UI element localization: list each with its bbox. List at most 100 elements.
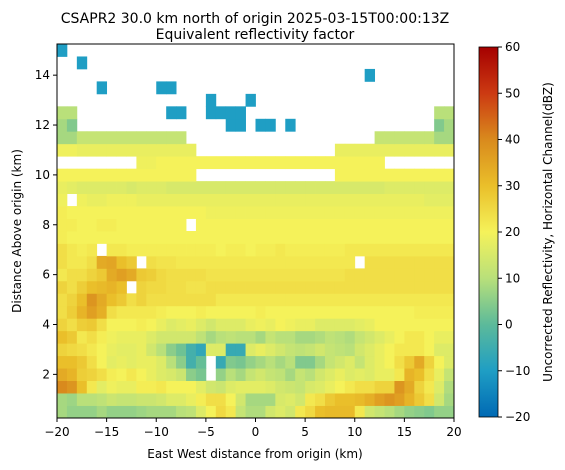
heatmap-cell — [235, 380, 246, 394]
x-tick-label: 15 — [397, 425, 412, 439]
heatmap-cell — [305, 193, 316, 207]
heatmap-cell — [444, 268, 455, 282]
heatmap-cell — [364, 68, 376, 82]
heatmap-cell — [265, 405, 276, 419]
heatmap-cell — [394, 143, 405, 157]
heatmap-cell — [96, 193, 108, 207]
heatmap-cell — [57, 168, 68, 182]
heatmap-cell — [394, 343, 405, 357]
heatmap-cell — [66, 143, 78, 157]
heatmap-cell — [205, 293, 217, 307]
heatmap-cell — [305, 355, 316, 369]
heatmap-cell — [344, 405, 356, 419]
heatmap-cell — [275, 330, 286, 344]
heatmap-cell — [126, 206, 137, 219]
heatmap-cell — [136, 343, 147, 357]
heatmap-cell — [76, 405, 88, 419]
heatmap-cell — [116, 293, 127, 307]
heatmap-cell — [295, 293, 306, 307]
heatmap-cell — [146, 330, 157, 344]
heatmap-cell — [414, 380, 425, 394]
heatmap-cell — [444, 393, 455, 406]
heatmap-cell — [374, 280, 385, 294]
heatmap-cell — [136, 305, 147, 319]
heatmap-cell — [315, 218, 326, 232]
heatmap-cell — [195, 206, 207, 219]
heatmap-cell — [176, 143, 187, 157]
heatmap-cell — [86, 330, 98, 344]
heatmap-cell — [156, 393, 167, 406]
heatmap-cell — [444, 380, 455, 394]
heatmap-cell — [66, 168, 78, 182]
heatmap-cell — [434, 293, 445, 307]
heatmap-cell — [106, 218, 117, 232]
heatmap-cell — [96, 231, 108, 244]
heatmap-cell — [235, 368, 246, 381]
heatmap-cell — [414, 318, 425, 332]
heatmap-cell — [364, 231, 376, 244]
heatmap-cell — [57, 206, 68, 219]
heatmap-cell — [424, 293, 435, 307]
heatmap-cell — [146, 355, 157, 369]
heatmap-cell — [106, 255, 117, 269]
heatmap-cell — [394, 393, 405, 406]
heatmap-cell — [324, 343, 336, 357]
heatmap-cell — [57, 280, 68, 294]
heatmap-cell — [96, 181, 108, 194]
heatmap-cell — [245, 268, 256, 282]
heatmap-cell — [186, 143, 197, 157]
heatmap-cell — [126, 131, 137, 145]
heatmap-cell — [424, 368, 435, 381]
heatmap-cell — [414, 268, 425, 282]
heatmap-cell — [295, 156, 306, 170]
heatmap-cell — [334, 330, 346, 344]
heatmap-cell — [106, 231, 117, 244]
heatmap-cell — [265, 206, 276, 219]
heatmap-cell — [305, 293, 316, 307]
heatmap-cell — [364, 368, 376, 381]
heatmap-cell — [444, 243, 455, 257]
heatmap-cell — [434, 168, 445, 182]
heatmap-cell — [394, 168, 405, 182]
heatmap-cell — [354, 380, 366, 394]
heatmap-cell — [116, 330, 127, 344]
heatmap-cell — [434, 380, 445, 394]
y-axis-label: Distance Above origin (km) — [10, 149, 24, 313]
heatmap-cell — [86, 143, 98, 157]
heatmap-cell — [106, 405, 117, 419]
heatmap-cell — [364, 143, 376, 157]
heatmap-cell — [126, 231, 137, 244]
heatmap-cell — [285, 405, 296, 419]
heatmap-cell — [414, 280, 425, 294]
heatmap-cell — [76, 280, 88, 294]
heatmap-cell — [235, 393, 246, 406]
heatmap-cell — [384, 231, 395, 244]
heatmap-cell — [364, 193, 376, 207]
heatmap-cell — [364, 405, 376, 419]
heatmap-cell — [394, 305, 405, 319]
heatmap-cell — [195, 218, 207, 232]
heatmap-cell — [324, 181, 336, 194]
heatmap-cell — [245, 181, 256, 194]
heatmap-cell — [255, 156, 266, 170]
heatmap-cell — [344, 218, 356, 232]
heatmap-cell — [166, 393, 177, 406]
heatmap-cell — [424, 380, 435, 394]
heatmap-cell — [136, 330, 147, 344]
heatmap-cell — [116, 255, 127, 269]
heatmap-cell — [146, 231, 157, 244]
heatmap-cell — [305, 368, 316, 381]
heatmap-cell — [324, 405, 336, 419]
heatmap-cell — [245, 355, 256, 369]
heatmap-cell — [344, 393, 356, 406]
heatmap-cell — [324, 280, 336, 294]
colorbar-label: Uncorrected Reflectivity, Horizontal Cha… — [541, 82, 555, 382]
heatmap-cell — [324, 318, 336, 332]
heatmap-cell — [76, 193, 88, 207]
colorbar-tick-label: 10 — [505, 271, 520, 285]
heatmap-cell — [186, 280, 197, 294]
heatmap-cell — [136, 405, 147, 419]
heatmap-cell — [225, 380, 237, 394]
heatmap-cell — [394, 318, 405, 332]
heatmap-cell — [444, 293, 455, 307]
